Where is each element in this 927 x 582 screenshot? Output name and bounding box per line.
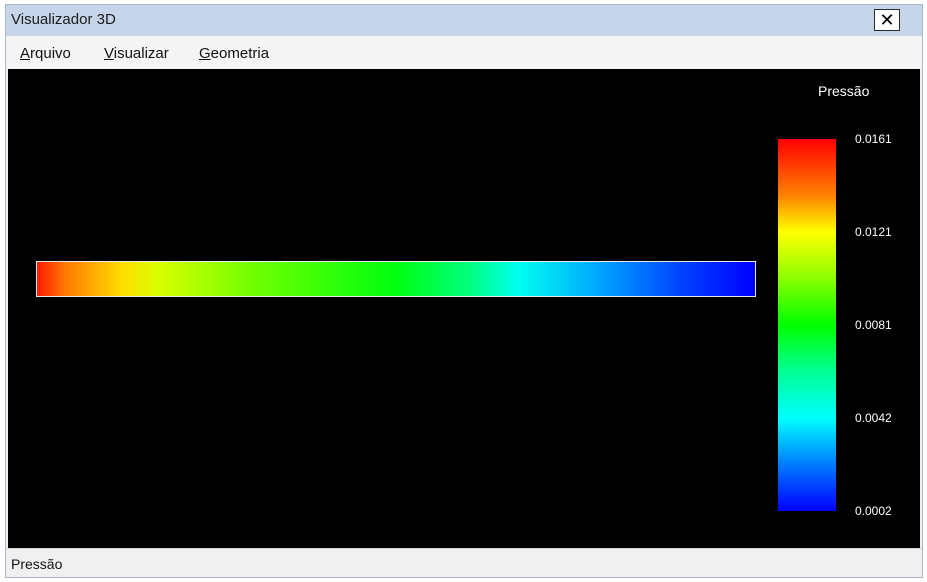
- pressure-colorbar: [778, 139, 836, 511]
- title-bar[interactable]: Visualizador 3D ✕: [6, 5, 922, 36]
- legend-tick-label: 0.0121: [855, 225, 892, 239]
- menu-arquivo-label: rquivo: [30, 45, 71, 62]
- menu-arquivo[interactable]: Arquivo: [20, 45, 71, 62]
- menu-visualizar-mnemonic: V: [104, 45, 114, 62]
- menu-geometria-label: eometria: [210, 45, 270, 62]
- close-icon: ✕: [879, 10, 895, 30]
- window-title: Visualizador 3D: [11, 11, 116, 28]
- menu-bar: Arquivo Visualizar Geometria: [6, 36, 922, 69]
- legend-tick-label: 0.0042: [855, 411, 892, 425]
- menu-geometria[interactable]: Geometria: [199, 45, 269, 62]
- menu-geometria-mnemonic: G: [199, 45, 211, 62]
- legend-tick-label: 0.0081: [855, 318, 892, 332]
- pipe-pressure-render[interactable]: [36, 261, 756, 297]
- legend-tick-label: 0.0161: [855, 132, 892, 146]
- legend-title: Pressão: [818, 83, 870, 99]
- status-text: Pressão: [11, 556, 63, 572]
- 3d-viewport[interactable]: Pressão 0.0161 0.0121 0.0081 0.0042 0.00…: [8, 69, 920, 548]
- close-button[interactable]: ✕: [874, 9, 900, 31]
- status-bar: Pressão: [6, 548, 922, 577]
- menu-visualizar-label: isualizar: [113, 45, 169, 62]
- app-window: Visualizador 3D ✕ Arquivo Visualizar Geo…: [5, 4, 923, 578]
- menu-arquivo-mnemonic: A: [20, 45, 31, 62]
- legend-tick-label: 0.0002: [855, 504, 892, 518]
- menu-visualizar[interactable]: Visualizar: [104, 45, 169, 62]
